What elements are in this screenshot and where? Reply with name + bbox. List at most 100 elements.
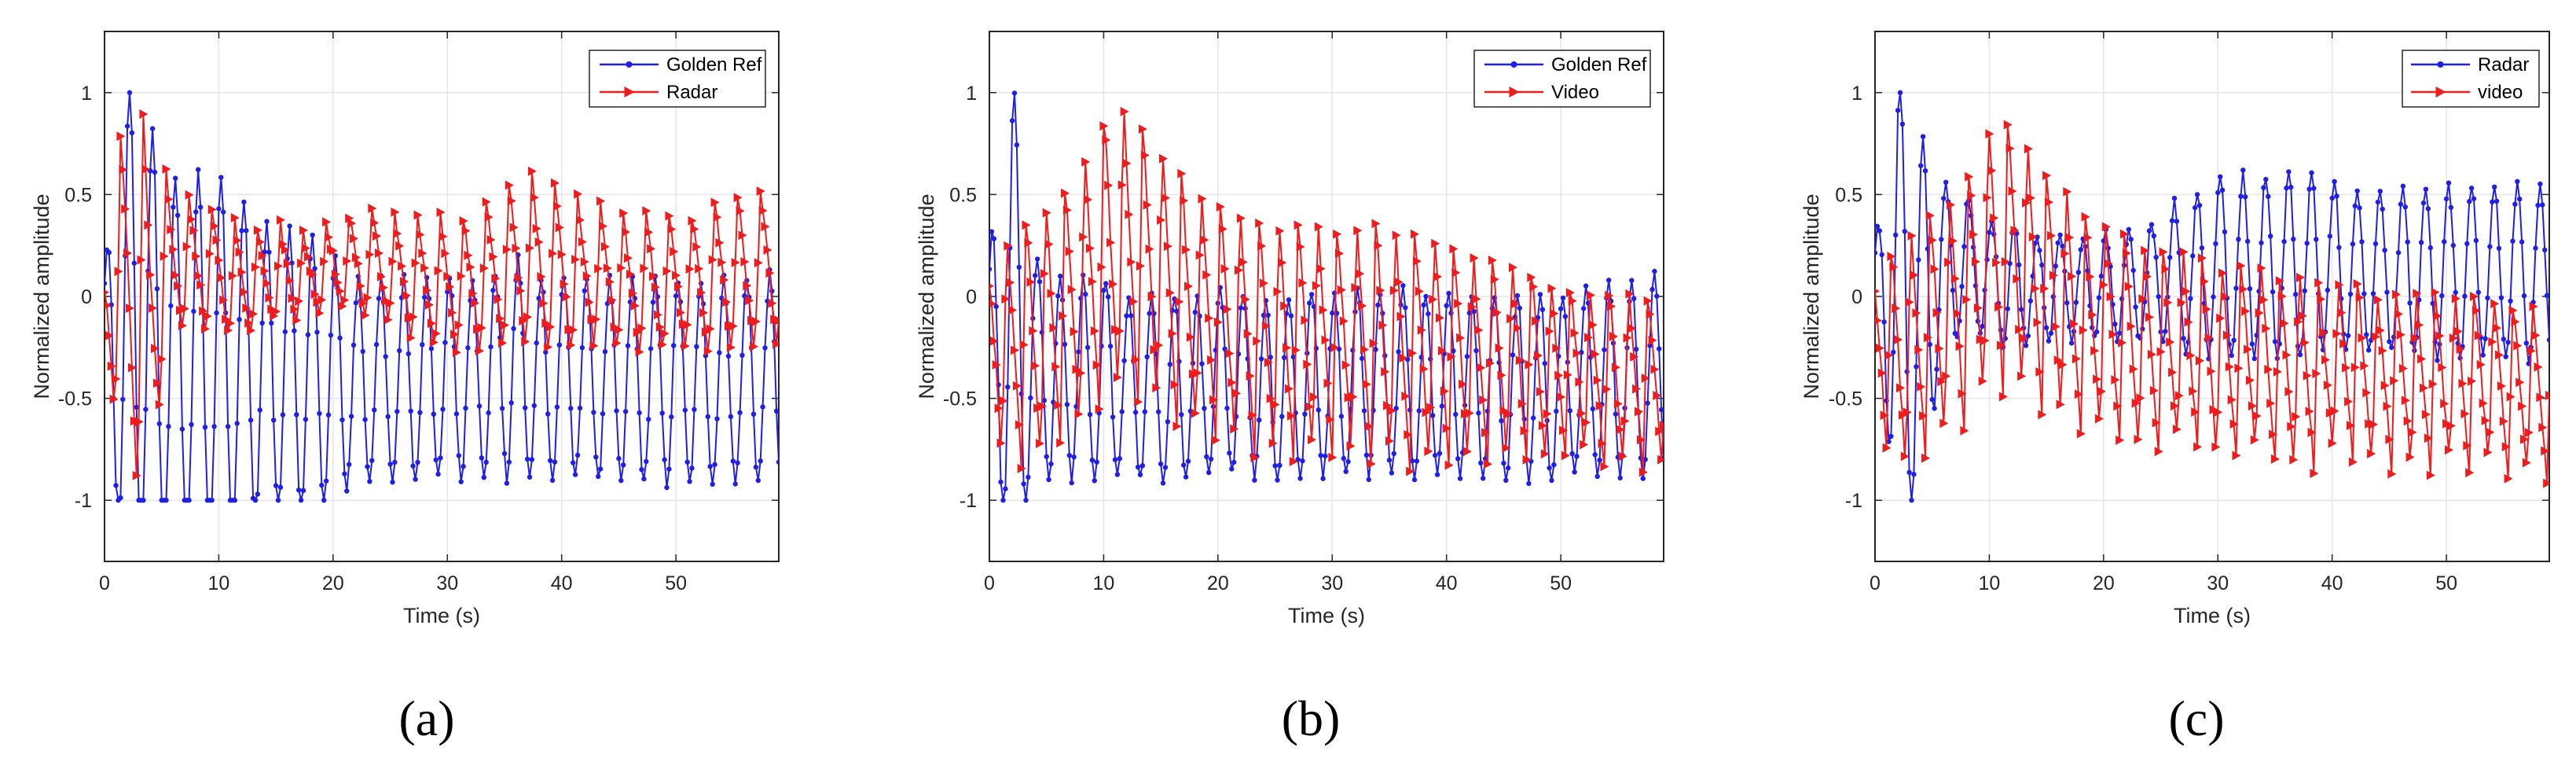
data-point-golden-ref: [1041, 398, 1048, 403]
data-point-video: [1051, 362, 1061, 372]
data-point-radar: [376, 271, 386, 281]
data-point-radar: [549, 248, 558, 259]
data-point-radar: [2370, 291, 2376, 296]
data-point-golden-ref: [1439, 403, 1445, 409]
data-point-video: [2445, 445, 2453, 455]
data-point-radar: [431, 329, 441, 339]
data-point-video: [1557, 392, 1566, 402]
data-point-radar: [235, 247, 244, 257]
data-point-video: [2189, 386, 2198, 396]
data-point-radar: [2196, 202, 2203, 208]
data-point-radar: [354, 259, 363, 269]
data-point-video: [1618, 451, 1627, 462]
data-point-radar: [2389, 344, 2394, 351]
data-point-radar: [247, 326, 256, 336]
data-point-radar: [665, 211, 674, 221]
data-point-radar: [299, 225, 308, 235]
data-point-video: [1912, 308, 1921, 318]
data-point-radar: [507, 196, 516, 206]
data-point-video: [2284, 387, 2294, 397]
data-point-video: [2010, 226, 2020, 236]
data-point-radar: [2231, 337, 2237, 343]
data-point-video: [1985, 129, 1994, 139]
data-point-video: [1079, 232, 1088, 242]
data-point-video: [2090, 346, 2100, 356]
data-point-video: [1296, 241, 1305, 252]
data-point-video: [2360, 361, 2369, 371]
data-point-golden-ref: [225, 424, 231, 429]
legend-label-golden-ref: Golden Ref: [1551, 54, 1647, 75]
data-point-video: [2229, 419, 2239, 429]
data-point-golden-ref: [692, 407, 697, 412]
data-point-golden-ref: [1066, 452, 1073, 458]
data-point-video: [1351, 282, 1360, 293]
data-point-video: [1875, 316, 1882, 325]
data-point-radar: [2540, 202, 2545, 208]
x-tick-label: 30: [2207, 572, 2229, 594]
data-point-radar: [2035, 234, 2040, 240]
data-point-video: [2081, 212, 2090, 222]
data-point-video: [1598, 439, 1607, 448]
data-point-golden-ref: [129, 130, 135, 136]
data-point-radar: [633, 327, 642, 337]
data-point-golden-ref: [353, 300, 359, 306]
data-point-golden-ref: [1308, 292, 1315, 297]
data-point-radar: [409, 312, 418, 322]
data-point-video: [1515, 355, 1525, 366]
data-point-video: [2168, 367, 2178, 377]
data-point-video: [2216, 313, 2226, 323]
data-point-video: [1495, 343, 1504, 353]
panel-a: 0 10 20 30 40 50-1-0.500.51 Time (s) Normaliz…: [30, 31, 780, 746]
data-point-radar: [379, 282, 388, 293]
data-point-video: [1077, 368, 1086, 378]
data-point-golden-ref: [1014, 142, 1020, 148]
data-point-video: [1111, 325, 1120, 335]
data-point-golden-ref: [597, 466, 604, 472]
data-point-radar: [2304, 241, 2310, 246]
data-point-golden-ref: [422, 294, 427, 300]
data-point-radar: [541, 318, 551, 328]
data-point-radar: [626, 269, 635, 279]
data-point-video: [1268, 438, 1278, 448]
data-point-video: [1364, 421, 1374, 432]
data-point-video: [2013, 274, 2022, 284]
data-point-radar: [1911, 472, 1917, 477]
data-point-radar: [2293, 292, 2299, 297]
data-point-radar: [532, 223, 541, 234]
data-point-video: [1392, 230, 1401, 241]
data-point-golden-ref: [1295, 457, 1301, 462]
data-point-video: [1138, 124, 1147, 134]
data-point-golden-ref: [1021, 481, 1026, 487]
data-point-radar: [402, 290, 411, 300]
data-point-golden-ref: [1649, 286, 1655, 293]
data-point-video: [2424, 433, 2433, 443]
data-point-radar: [297, 258, 306, 268]
data-point-radar: [2329, 195, 2335, 201]
data-point-radar: [1888, 433, 1894, 440]
data-point-golden-ref: [131, 260, 137, 266]
data-point-video: [1282, 343, 1292, 353]
data-point-golden-ref: [328, 333, 334, 338]
data-point-radar: [292, 315, 302, 326]
data-point-video: [1147, 292, 1157, 302]
data-point-video: [2330, 406, 2339, 416]
data-point-video: [1092, 360, 1102, 370]
data-point-golden-ref: [442, 340, 448, 345]
data-point-golden-ref: [593, 454, 599, 460]
data-point-video: [2350, 362, 2360, 373]
data-point-golden-ref: [673, 293, 679, 299]
data-point-golden-ref: [1411, 476, 1418, 483]
data-point-video: [1109, 279, 1118, 289]
data-point-video: [1921, 453, 1930, 463]
data-point-video: [1314, 222, 1323, 232]
data-point-video: [2335, 280, 2344, 290]
data-point-video: [989, 336, 999, 346]
data-point-video: [1246, 371, 1255, 381]
data-point-video: [1497, 370, 1506, 381]
data-point-radar: [1875, 223, 1881, 229]
data-point-radar: [1904, 369, 1910, 374]
data-point-golden-ref: [383, 354, 388, 359]
data-point-video: [2483, 447, 2493, 458]
data-point-video: [1451, 267, 1461, 278]
data-point-video: [1376, 285, 1385, 296]
